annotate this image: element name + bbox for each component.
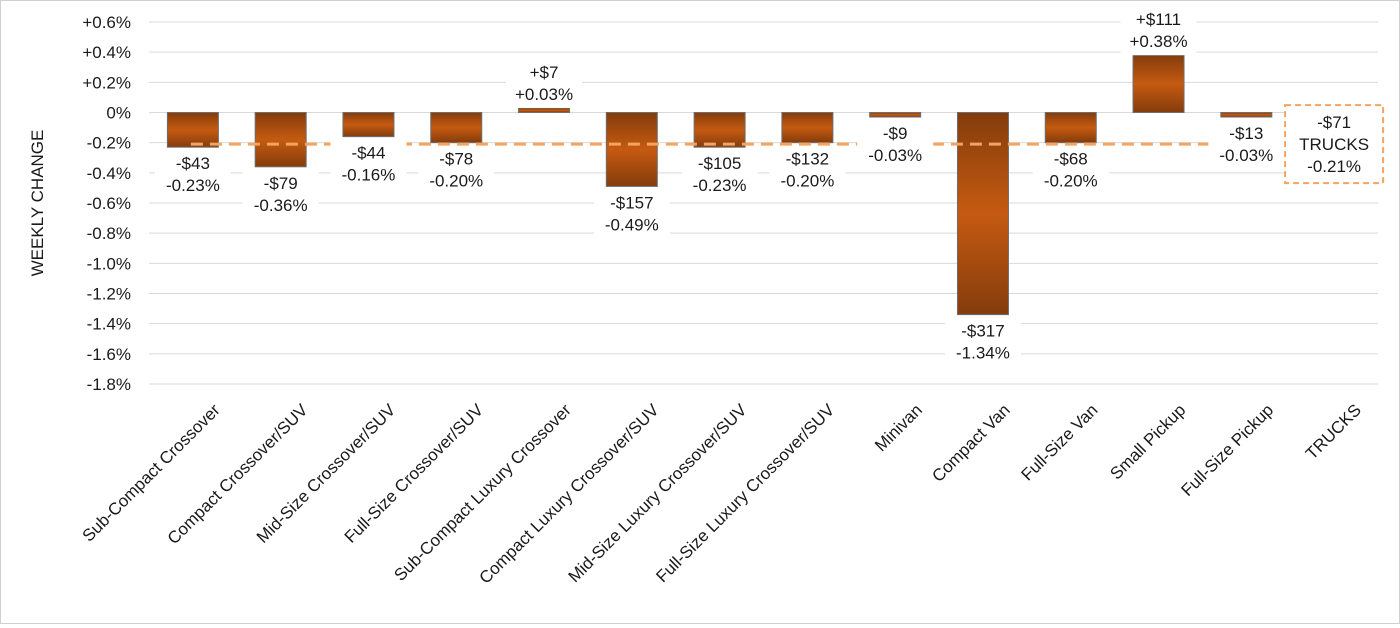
- data-label: -$43: [176, 154, 210, 173]
- data-label-background: [1208, 121, 1285, 170]
- x-tick-label: TRUCKS: [1302, 400, 1365, 463]
- data-label: -0.20%: [1044, 172, 1098, 191]
- bar: [781, 112, 834, 144]
- data-label: -$78: [439, 150, 473, 169]
- data-label: -$317: [961, 322, 1004, 341]
- data-label: +0.38%: [1129, 32, 1187, 51]
- data-label-background: [506, 59, 583, 108]
- reference-label: TRUCKS: [1299, 135, 1369, 154]
- bar: [1220, 112, 1273, 118]
- y-tick-label: -0.8%: [87, 224, 131, 243]
- data-labels: -$43 -0.23% -$79 -0.36% -$44 -0.16% -$78 -0.20%…: [154, 7, 1385, 367]
- data-label: -0.20%: [429, 172, 483, 191]
- y-axis-ticks: +0.6% +0.4% +0.2% 0% -0.2% -0.4% -0.6% -0.8% -1.…: [82, 13, 131, 394]
- reference-label: -$71: [1317, 113, 1351, 132]
- y-tick-label: -1.4%: [87, 315, 131, 334]
- data-label-background: [769, 146, 846, 195]
- data-label: -$13: [1229, 124, 1263, 143]
- bar: [869, 112, 922, 118]
- y-tick-label: -0.6%: [87, 194, 131, 213]
- data-label-background: [681, 151, 758, 200]
- y-tick-label: +0.4%: [82, 43, 131, 62]
- bar: [1132, 54, 1185, 113]
- y-tick-label: -0.2%: [87, 134, 131, 153]
- bar: [342, 112, 395, 138]
- x-tick-label: Full-Size Van: [1018, 400, 1102, 484]
- data-label-background: [418, 146, 495, 195]
- x-tick-label: Sub-Compact Crossover: [79, 400, 224, 545]
- data-label-background: [154, 151, 231, 200]
- data-label-background: [593, 190, 670, 239]
- y-tick-label: +0.2%: [82, 73, 131, 92]
- bar: [1044, 112, 1097, 144]
- data-label: -0.03%: [868, 146, 922, 165]
- data-label-background: [1120, 7, 1197, 56]
- data-label: -$132: [786, 150, 829, 169]
- data-label: -$79: [264, 174, 298, 193]
- x-tick-label: Mid-Size Crossover/SUV: [253, 400, 400, 547]
- data-label-background: [242, 170, 319, 219]
- data-label: -0.03%: [1219, 146, 1273, 165]
- data-label: -$44: [351, 144, 385, 163]
- data-label: -0.23%: [693, 176, 747, 195]
- y-tick-label: -0.4%: [87, 164, 131, 183]
- x-tick-label: Full-Size Pickup: [1178, 400, 1278, 500]
- bar: [518, 107, 571, 113]
- data-label: -0.23%: [166, 176, 220, 195]
- data-label-background: [330, 140, 407, 189]
- data-label: +0.03%: [515, 85, 573, 104]
- x-tick-label: Full-Size Luxury Crossover/SUV: [652, 400, 838, 586]
- reference-label: -0.21%: [1307, 157, 1361, 176]
- data-label-background: [1032, 146, 1109, 195]
- bars: [166, 54, 1273, 316]
- data-label: -0.20%: [780, 172, 834, 191]
- y-tick-label: -1.6%: [87, 345, 131, 364]
- bar: [166, 112, 219, 148]
- bar: [254, 112, 307, 168]
- x-tick-label: Compact Luxury Crossover/SUV: [476, 400, 664, 588]
- data-label: -$105: [698, 154, 741, 173]
- data-label-background: [944, 318, 1021, 367]
- x-tick-label: Mid-Size Luxury Crossover/SUV: [565, 400, 751, 586]
- y-tick-label: -1.0%: [87, 254, 131, 273]
- y-tick-label: 0%: [106, 104, 131, 123]
- data-label: +$7: [530, 63, 559, 82]
- gridlines: [149, 21, 1378, 385]
- data-label-background: [857, 121, 934, 170]
- y-tick-label: +0.6%: [82, 13, 131, 32]
- x-tick-label: Full-Size Crossover/SUV: [341, 400, 488, 547]
- bar: [956, 112, 1009, 316]
- x-tick-label: Sub-Compact Luxury Crossover: [390, 400, 575, 585]
- data-label: -1.34%: [956, 344, 1010, 363]
- bar: [605, 112, 658, 187]
- data-label: -$9: [883, 124, 908, 143]
- y-tick-label: -1.2%: [87, 285, 131, 304]
- data-label: -0.49%: [605, 215, 659, 234]
- bar: [430, 112, 483, 144]
- data-label: -$68: [1054, 150, 1088, 169]
- y-axis-title: WEEKLY CHANGE: [28, 130, 47, 277]
- data-label: -0.16%: [342, 166, 396, 185]
- data-label: +$111: [1136, 10, 1181, 29]
- data-label: -$157: [610, 193, 653, 212]
- trucks-callout-box: [1284, 104, 1385, 185]
- bar: [693, 112, 746, 148]
- x-tick-label: Compact Crossover/SUV: [164, 400, 312, 548]
- x-tick-label: Minivan: [871, 400, 926, 455]
- x-tick-label: Compact Van: [928, 400, 1013, 485]
- x-tick-label: Small Pickup: [1106, 400, 1189, 483]
- data-label: -0.36%: [254, 196, 308, 215]
- y-tick-label: -1.8%: [87, 375, 131, 394]
